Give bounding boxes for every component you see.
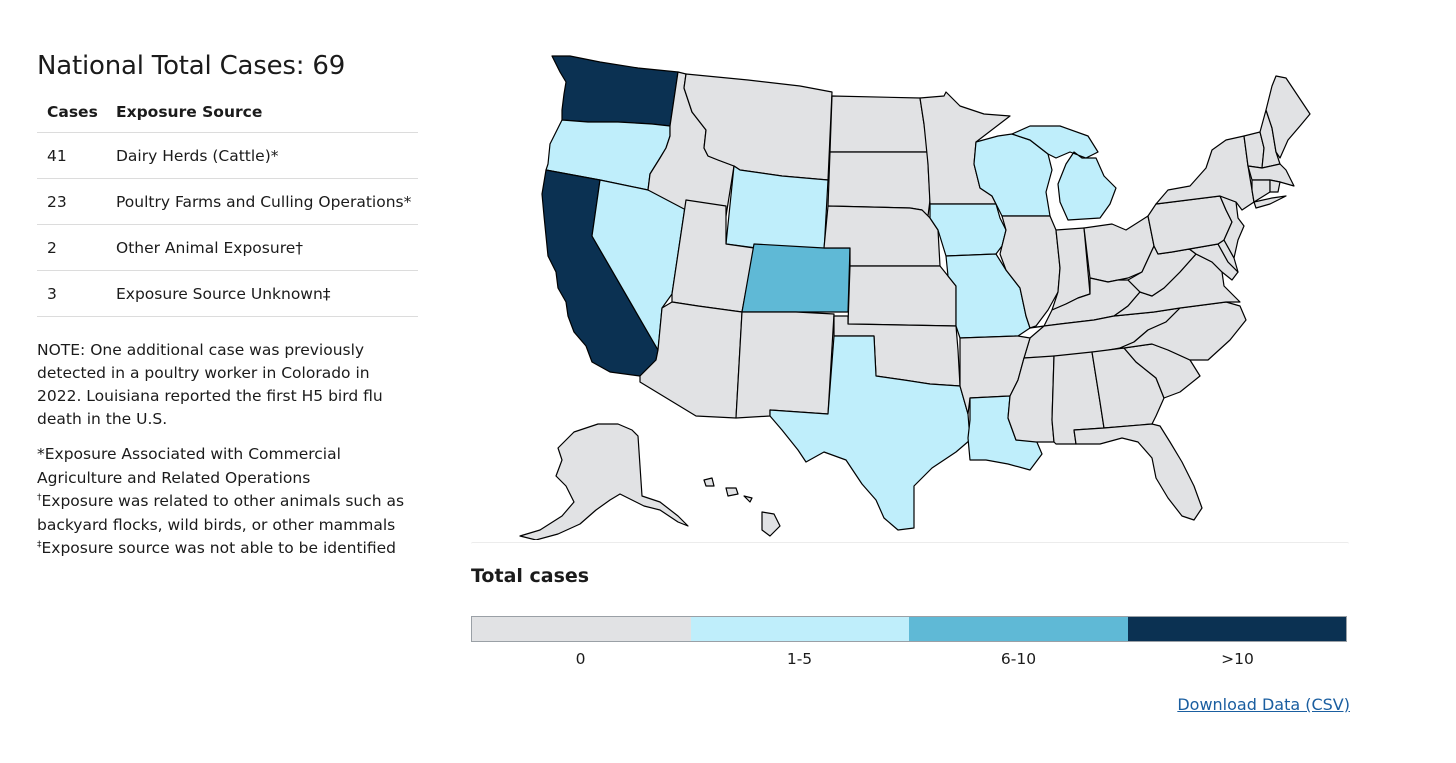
legend-color-scale	[471, 616, 1347, 642]
state-iowa[interactable]	[929, 203, 1007, 257]
table-row: 3 Exposure Source Unknown‡	[37, 270, 418, 317]
cases-cell: 2	[37, 224, 104, 271]
state-connecticut[interactable]	[1251, 179, 1271, 203]
page-title: National Total Cases: 69	[37, 51, 346, 81]
legend-swatch-0	[472, 617, 691, 641]
state-alaska[interactable]	[519, 423, 689, 540]
source-cell: Poultry Farms and Culling Operations*	[104, 178, 418, 225]
map-svg	[519, 55, 1311, 540]
cases-cell: 23	[37, 178, 104, 225]
legend-swatch-over-10	[1127, 617, 1346, 641]
legend-label-1-5: 1-5	[786, 650, 813, 668]
legend-labels: 0 1-5 6-10 >10	[471, 650, 1347, 668]
legend-swatch-6-10	[909, 617, 1128, 641]
state-maine[interactable]	[1265, 75, 1311, 159]
state-michigan[interactable]	[1011, 125, 1117, 221]
legend-label-6-10: 6-10	[1000, 650, 1037, 668]
footnote-other-animal: †Exposure was related to other animals s…	[37, 490, 417, 537]
note-paragraph: NOTE: One additional case was previously…	[37, 341, 383, 428]
source-cell: Other Animal Exposure†	[104, 224, 418, 271]
state-florida[interactable]	[1073, 423, 1203, 521]
note-text: NOTE: One additional case was previously…	[37, 339, 412, 431]
source-cell: Dairy Herds (Cattle)*	[104, 132, 418, 179]
table-row: 2 Other Animal Exposure†	[37, 224, 418, 271]
cases-cell: 3	[37, 270, 104, 317]
state-north-dakota[interactable]	[829, 95, 929, 153]
legend-divider	[471, 542, 1349, 544]
double-dagger-mark: ‡	[37, 539, 42, 550]
state-rhode-island[interactable]	[1269, 179, 1281, 193]
table-row: 41 Dairy Herds (Cattle)*	[37, 132, 418, 179]
table-header-row: Cases Exposure Source	[37, 92, 418, 133]
footnote-unknown-text: Exposure source was not able to be ident…	[41, 539, 397, 557]
state-new-jersey[interactable]	[1219, 195, 1245, 259]
download-data-csv-link[interactable]: Download Data (CSV)	[1177, 695, 1350, 714]
cases-cell: 41	[37, 132, 104, 179]
state-north-carolina[interactable]	[1119, 301, 1247, 361]
footnote-other-animal-text: Exposure was related to other animals su…	[37, 492, 405, 534]
state-new-mexico[interactable]	[735, 311, 835, 419]
exposure-table: Cases Exposure Source 41 Dairy Herds (Ca…	[37, 92, 418, 317]
legend-label-over-10: >10	[1221, 650, 1254, 668]
us-choropleth-map	[500, 40, 1350, 540]
footnote-unknown: ‡Exposure source was not able to be iden…	[37, 537, 417, 561]
legend-title: Total cases	[471, 565, 590, 587]
table-row: 23 Poultry Farms and Culling Operations*	[37, 178, 418, 225]
column-header-cases: Cases	[37, 92, 104, 133]
dagger-mark: †	[37, 492, 42, 503]
state-missouri[interactable]	[945, 253, 1031, 339]
legend-label-0: 0	[575, 650, 586, 668]
state-hawaii[interactable]	[703, 477, 781, 537]
footnote-commercial: *Exposure Associated with Commercial Agr…	[37, 445, 341, 487]
legend-swatch-1-5	[690, 617, 909, 641]
state-nebraska[interactable]	[823, 205, 941, 267]
source-cell: Exposure Source Unknown‡	[104, 270, 418, 317]
column-header-exposure-source: Exposure Source	[104, 92, 418, 133]
state-arizona[interactable]	[639, 301, 743, 419]
state-wyoming[interactable]	[725, 165, 829, 253]
state-colorado[interactable]	[741, 243, 851, 313]
summary-panel: National Total Cases: 69 Cases Exposure …	[37, 48, 418, 561]
footnotes: *Exposure Associated with Commercial Agr…	[37, 443, 417, 561]
state-washington[interactable]	[551, 55, 679, 127]
state-texas[interactable]	[769, 335, 971, 531]
state-kansas[interactable]	[847, 265, 957, 327]
state-mississippi[interactable]	[1007, 355, 1055, 443]
